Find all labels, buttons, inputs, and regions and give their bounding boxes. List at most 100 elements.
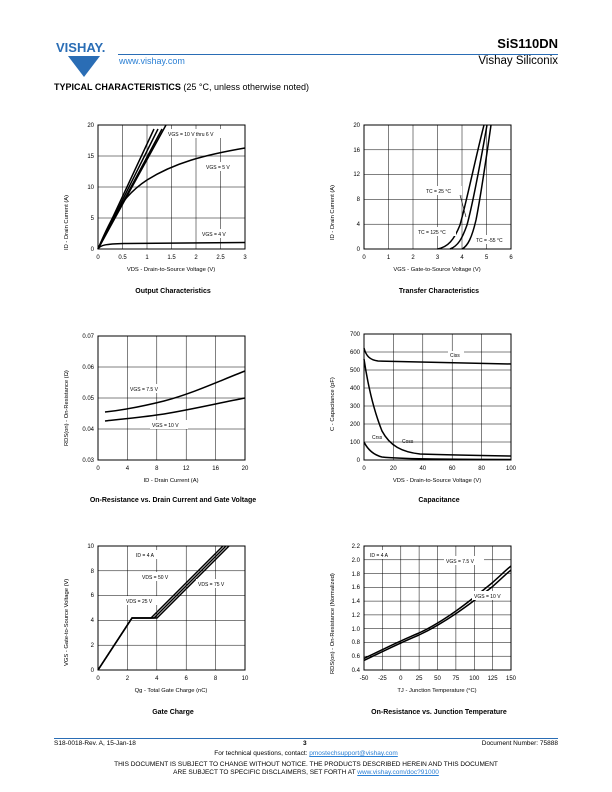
svg-text:100: 100 <box>350 440 361 446</box>
chart-capacitance: C - Capacitance (pF) 0 20 40 60 80 100 0 100… <box>330 332 517 484</box>
svg-text:0: 0 <box>357 247 361 253</box>
capacitance-curve-ciss <box>363 347 512 365</box>
gate-charge-ann-id: ID = 4 A <box>136 553 155 559</box>
gate-charge-yticks: 0 2 4 6 8 10 <box>87 544 94 674</box>
transfer-ann-n55c: TC = -55 °C <box>476 238 503 244</box>
svg-text:20: 20 <box>87 123 94 129</box>
svg-text:16: 16 <box>212 466 219 472</box>
capacitance-xlabel: VDS - Drain-to-Source Voltage (V) <box>393 478 481 484</box>
ron-tj-ann-vgs75: VGS = 7.5 V <box>446 559 475 565</box>
footer-disclaimer-url[interactable]: www.vishay.com/doc?91000 <box>357 769 439 776</box>
svg-text:4: 4 <box>126 466 130 472</box>
svg-text:20: 20 <box>242 466 249 472</box>
transfer-xticks: 0 1 2 3 4 5 6 <box>362 255 513 261</box>
svg-text:10: 10 <box>87 185 94 191</box>
svg-text:VISHAY.: VISHAY. <box>56 40 105 55</box>
svg-text:2.2: 2.2 <box>352 544 361 550</box>
svg-text:100: 100 <box>506 466 517 472</box>
svg-text:4: 4 <box>91 618 95 624</box>
section-condition: (25 °C, unless otherwise noted) <box>183 82 310 92</box>
output-curves <box>97 124 246 250</box>
svg-text:500: 500 <box>350 368 361 374</box>
svg-text:75: 75 <box>453 676 460 682</box>
transfer-ann-25c: TC = 25 °C <box>426 189 451 195</box>
svg-text:0.6: 0.6 <box>352 654 361 660</box>
chart-output: ID - Drain Current (A) 0 0.5 1 1.5 2 2.5 3 … <box>64 123 247 273</box>
section-title: TYPICAL CHARACTERISTICS (25 °C, unless o… <box>54 82 309 92</box>
svg-text:400: 400 <box>350 386 361 392</box>
svg-text:150: 150 <box>506 676 517 682</box>
capacitance-xticks: 0 20 40 60 80 100 <box>362 466 516 472</box>
ron-id-ylabel: RDS(on) - On-Resistance (Ω) <box>64 370 70 446</box>
ron-id-ann-vgs10: VGS = 10 V <box>152 423 179 429</box>
ron-id-xticks: 0 4 8 12 16 20 <box>96 466 249 472</box>
svg-text:8: 8 <box>91 569 95 575</box>
svg-text:15: 15 <box>87 154 94 160</box>
svg-text:8: 8 <box>357 197 361 203</box>
svg-text:-50: -50 <box>360 676 369 682</box>
svg-text:0: 0 <box>91 247 95 253</box>
vishay-url[interactable]: www.vishay.com <box>119 56 185 66</box>
ron-id-ann-vgs75: VGS = 7.5 V <box>130 387 159 393</box>
ron-id-yticks: 0.03 0.04 0.05 0.06 0.07 <box>82 334 94 464</box>
footer-tech-email[interactable]: pmostechsupport@vishay.com <box>309 750 398 757</box>
ron-id-xlabel: ID - Drain Current (A) <box>143 478 198 484</box>
output-curve-vgs5 <box>97 147 246 250</box>
section-title-main: TYPICAL CHARACTERISTICS <box>54 82 181 92</box>
svg-text:4: 4 <box>460 255 464 261</box>
svg-text:20: 20 <box>353 123 360 129</box>
footer-doc-rev: S18-0018-Rev. A, 15-Jan-18 <box>54 740 136 747</box>
capacitance-curve-coss <box>363 358 512 457</box>
svg-text:4: 4 <box>357 222 361 228</box>
svg-text:0.03: 0.03 <box>82 458 94 464</box>
gate-charge-xlabel: Qg - Total Gate Charge (nC) <box>135 688 208 694</box>
svg-text:0.4: 0.4 <box>352 668 361 674</box>
ron-tj-curve-vgs10 <box>363 569 512 662</box>
capacitance-ann-crss: Crss <box>372 435 383 441</box>
transfer-ylabel: ID - Drain Current (A) <box>330 185 336 240</box>
svg-text:0: 0 <box>362 255 366 261</box>
output-xticks: 0 0.5 1 1.5 2 2.5 3 <box>96 255 247 261</box>
svg-text:1.8: 1.8 <box>352 572 361 578</box>
svg-text:2: 2 <box>194 255 198 261</box>
gate-charge-ann-vds75: VDS = 75 V <box>198 582 225 588</box>
svg-text:300: 300 <box>350 404 361 410</box>
gate-charge-ann-vds25: VDS = 25 V <box>126 599 153 605</box>
svg-text:0: 0 <box>357 458 361 464</box>
footer-tech-line: For technical questions, contact: pmoste… <box>0 750 612 757</box>
capacitance-grid <box>363 333 512 461</box>
capacitance-curve-crss <box>363 441 512 461</box>
svg-text:1.0: 1.0 <box>352 627 361 633</box>
svg-text:0.04: 0.04 <box>82 427 94 433</box>
svg-text:80: 80 <box>478 466 485 472</box>
svg-text:5: 5 <box>91 216 95 222</box>
svg-text:6: 6 <box>185 676 189 682</box>
svg-text:0.8: 0.8 <box>352 640 361 646</box>
ron-tj-xticks: -50 -25 0 25 50 75 100 125 150 <box>360 676 517 682</box>
transfer-curve-25c <box>449 124 488 250</box>
ron-tj-curve-vgs75 <box>363 565 512 660</box>
ron-tj-yticks: 0.4 0.6 0.8 1.0 1.2 1.4 1.6 1.8 2.0 2.2 <box>352 544 361 674</box>
svg-text:200: 200 <box>350 422 361 428</box>
transfer-curves <box>437 124 492 250</box>
ron-tj-ylabel: RDS(on) - On-Resistance (Normalized) <box>330 573 336 674</box>
svg-text:25: 25 <box>416 676 423 682</box>
ron-tj-grid <box>363 545 512 671</box>
gate-charge-ann-vds50: VDS = 50 V <box>142 575 169 581</box>
footer-tech-q: For technical questions, contact: <box>214 750 308 757</box>
svg-text:10: 10 <box>87 544 94 550</box>
svg-text:125: 125 <box>488 676 499 682</box>
svg-text:12: 12 <box>353 172 360 178</box>
svg-text:8: 8 <box>155 466 159 472</box>
svg-text:0: 0 <box>96 255 100 261</box>
caption-gate-charge: Gate Charge <box>152 709 194 716</box>
svg-text:1.6: 1.6 <box>352 585 361 591</box>
gate-charge-ylabel: VGS - Gate-to-Source Voltage (V) <box>64 579 70 666</box>
svg-text:0.05: 0.05 <box>82 396 94 402</box>
svg-text:1: 1 <box>145 255 149 261</box>
footer-disclaimer2-line: ARE SUBJECT TO SPECIFIC DISCLAIMERS, SET… <box>0 769 612 776</box>
svg-text:0.5: 0.5 <box>118 255 127 261</box>
gate-charge-grid <box>97 545 246 671</box>
output-ylabel: ID - Drain Current (A) <box>64 195 70 250</box>
svg-text:0.07: 0.07 <box>82 334 94 340</box>
